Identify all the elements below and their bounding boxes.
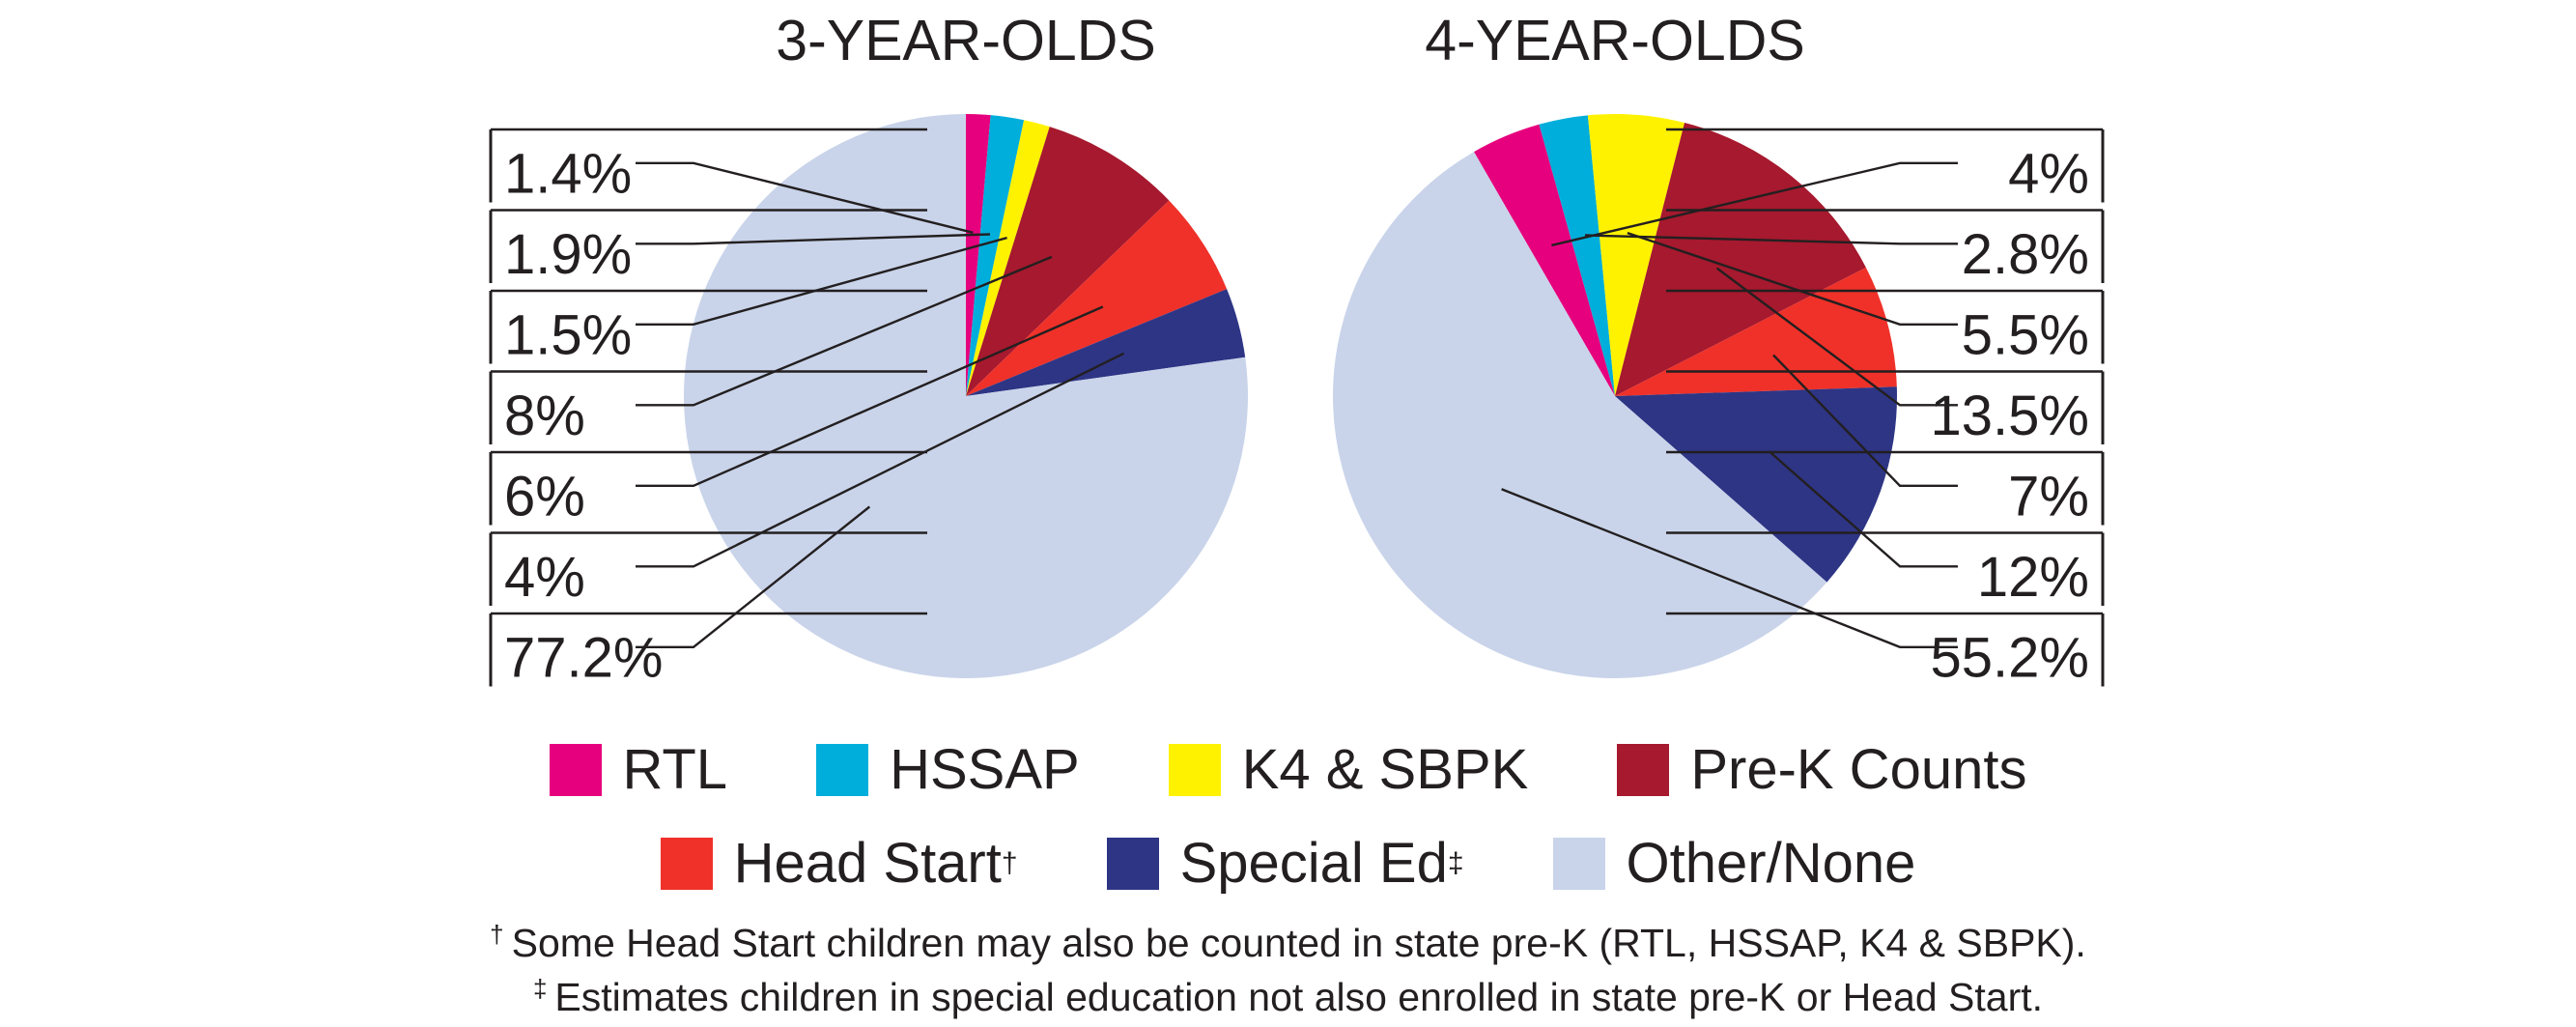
pie-chart-3-year-olds: 3-YEAR-OLDS 1.4% 1.9% 1.5% 8% 6% 4% 77.2%: [489, 9, 1248, 690]
footnote-text: Some Head Start children may also be cou…: [511, 921, 2086, 965]
data-label-other-none: 77.2%: [504, 627, 663, 690]
leader-line-head-start: [1772, 354, 1958, 487]
leader-line-k4-sbpk: [636, 236, 1007, 326]
legend-footnote-mark: ‡: [1447, 847, 1464, 879]
leader-line-hssap: [636, 233, 990, 245]
legend-item-special-ed: Special Ed ‡: [1106, 832, 1464, 895]
footnote-double-dagger-mark: ‡: [532, 974, 548, 1003]
data-label-rtl: 1.4%: [504, 143, 632, 206]
data-label-hssap: 2.8%: [1962, 223, 2089, 286]
legend-item-rtl: RTL: [549, 738, 728, 801]
pie-chart-4-year-olds: 4-YEAR-OLDS 4% 2.8% 5.5% 13.5% 7% 12% 55.2%: [1333, 9, 2105, 690]
legend-label: RTL: [622, 738, 728, 801]
leader-line-pre-k-counts: [636, 255, 1053, 407]
leader-line-special-ed: [1768, 450, 1958, 568]
leader-line-special-ed: [636, 352, 1125, 568]
pie-slice-rtl: [1474, 124, 1615, 396]
legend-label: Other/None: [1626, 832, 1916, 895]
data-label-hssap: 1.9%: [504, 223, 632, 286]
chart-title: 4-YEAR-OLDS: [1425, 9, 1804, 72]
leader-line-other-none: [636, 505, 871, 648]
pie-slice-hssap: [1539, 115, 1615, 396]
legend-label: HSSAP: [890, 738, 1080, 801]
legend-label: K4 & SBPK: [1241, 738, 1529, 801]
pie-slice-pre-k-counts: [966, 127, 1170, 396]
legend-swatch: [1168, 744, 1221, 796]
leader-line-other-none: [1501, 488, 1958, 648]
data-label-pre-k-counts: 8%: [504, 385, 585, 447]
leader-line-rtl: [1551, 161, 1958, 247]
footnote-text: Estimates children in special education …: [554, 975, 2044, 1019]
pie-slice-k4-sbpk: [1587, 113, 1685, 396]
legend-item-k4-sbpk: K4 & SBPK: [1168, 738, 1529, 801]
legend-label: Pre-K Counts: [1690, 738, 2027, 801]
leader-line-head-start: [636, 305, 1104, 487]
legend-item-hssap: HSSAP: [816, 742, 1080, 798]
footnote-head-start: † Some Head Start children may also be co…: [0, 922, 2576, 963]
legend-label: Head Start: [733, 832, 1002, 895]
legend-label: Special Ed: [1179, 832, 1448, 895]
legend-item-other-none: Other/None: [1552, 832, 1916, 895]
data-label-pre-k-counts: 13.5%: [1931, 385, 2089, 447]
legend-item-head-start: Head Start †: [660, 832, 1018, 895]
pie-slice-hssap: [966, 115, 1025, 396]
pie-slice-other-none: [683, 113, 1248, 678]
legend-swatch: [1552, 838, 1605, 890]
pie-slice-k4-sbpk: [966, 120, 1050, 396]
footnote-dagger-mark: †: [490, 920, 504, 949]
legend-swatch: [660, 838, 713, 890]
legend-swatch: [1106, 838, 1159, 890]
pie-slice-head-start: [966, 200, 1228, 396]
data-label-head-start: 7%: [2008, 466, 2089, 528]
leader-line-k4-sbpk: [1627, 231, 1958, 326]
data-label-k4-sbpk: 1.5%: [504, 304, 632, 367]
leader-line-hssap: [1584, 234, 1958, 245]
legend-swatch: [1617, 744, 1670, 796]
data-label-other-none: 55.2%: [1931, 627, 2089, 690]
data-label-special-ed: 12%: [1977, 546, 2089, 609]
legend-footnote-mark: †: [1001, 847, 1018, 879]
chart-title: 3-YEAR-OLDS: [776, 9, 1155, 72]
pie-slice-pre-k-counts: [1615, 123, 1866, 397]
legend-row-2: Head Start † Special Ed ‡ Other/None: [0, 836, 2576, 892]
legend-swatch: [549, 744, 602, 796]
data-label-k4-sbpk: 5.5%: [1962, 304, 2089, 367]
footnote-special-ed: ‡ Estimates children in special education…: [0, 976, 2576, 1017]
pie-slice-other-none: [1333, 152, 1827, 678]
pie-slice-rtl: [966, 114, 991, 396]
data-label-rtl: 4%: [2008, 143, 2089, 206]
data-label-head-start: 6%: [504, 466, 585, 528]
legend-swatch: [816, 744, 869, 796]
legend-item-pre-k-counts: Pre-K Counts: [1617, 742, 2026, 798]
legend-row-1: RTL HSSAP K4 & SBPK Pre-K Counts: [0, 742, 2576, 798]
data-label-special-ed: 4%: [504, 546, 585, 609]
leader-line-pre-k-counts: [1715, 267, 1958, 407]
pie-slice-special-ed: [966, 289, 1246, 396]
